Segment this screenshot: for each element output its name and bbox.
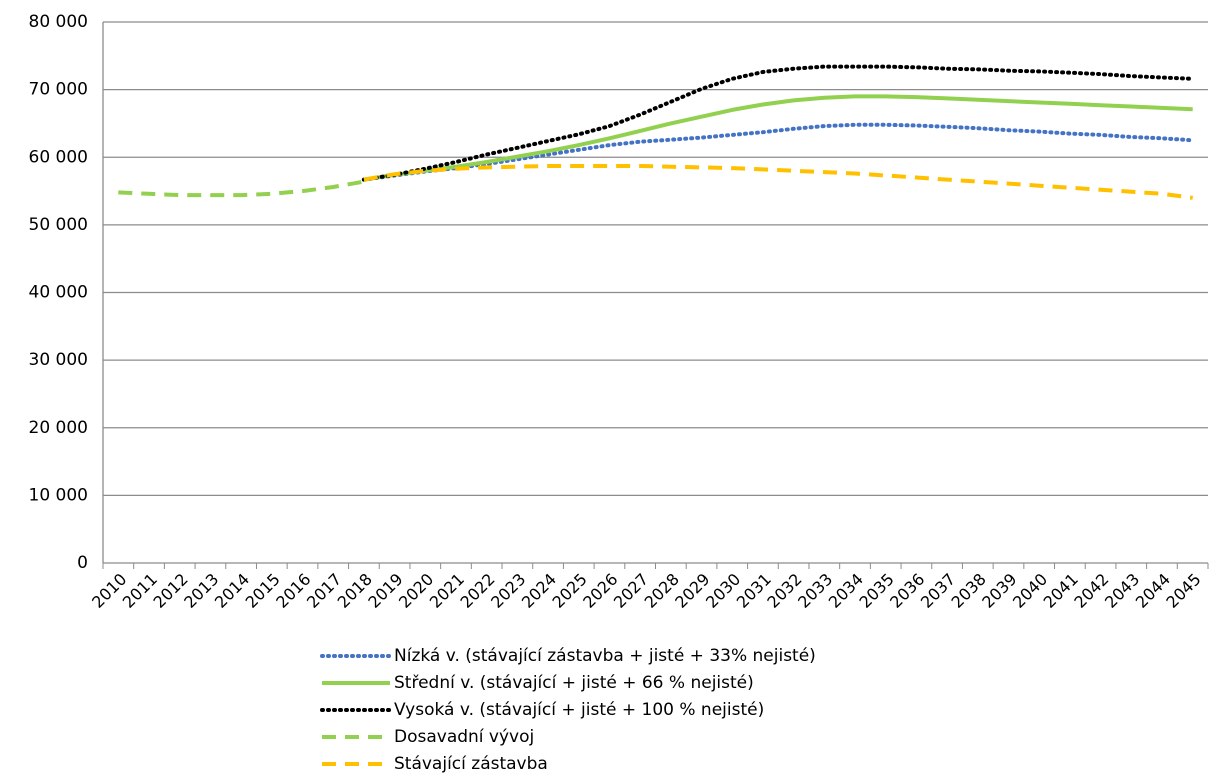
- x-tick-label: 2033: [794, 570, 836, 612]
- x-tick-label: 2037: [917, 570, 959, 612]
- x-tick-label: 2013: [180, 570, 222, 612]
- x-tick-label: 2017: [303, 570, 345, 612]
- x-tick-label: 2045: [1162, 570, 1204, 612]
- x-tick-label: 2019: [364, 570, 406, 612]
- x-tick-label: 2014: [211, 570, 253, 612]
- x-tick-label: 2020: [395, 570, 437, 612]
- x-tick-label: 2022: [456, 570, 498, 612]
- y-tick-label: 40 000: [29, 283, 88, 303]
- series-line: [361, 64, 1195, 182]
- x-tick-label: 2025: [549, 570, 591, 612]
- x-tick-label: 2016: [272, 570, 314, 612]
- x-tick-label: 2028: [641, 570, 683, 612]
- y-tick-label: 60 000: [29, 147, 88, 167]
- x-tick-label: 2044: [1132, 570, 1174, 612]
- x-tick-label: 2029: [671, 570, 713, 612]
- series-line: [363, 94, 1193, 182]
- x-tick-label: 2015: [242, 570, 284, 612]
- x-tick-label: 2012: [150, 570, 192, 612]
- x-tick-label: 2031: [733, 570, 775, 612]
- y-tick-label: 20 000: [29, 418, 88, 438]
- x-tick-label: 2034: [825, 570, 867, 612]
- y-tick-label: 0: [77, 553, 88, 573]
- legend-label: Stávající zástavba: [394, 754, 548, 774]
- x-tick-label: 2024: [518, 570, 560, 612]
- x-tick-label: 2010: [88, 570, 130, 612]
- y-tick-label: 50 000: [29, 215, 88, 235]
- series-line: [363, 164, 1193, 200]
- x-tick-label: 2026: [579, 570, 621, 612]
- x-tick-label: 2038: [948, 570, 990, 612]
- x-tick-label: 2021: [426, 570, 468, 612]
- x-tick-label: 2036: [886, 570, 928, 612]
- legend-label: Dosavadní vývoj: [394, 727, 534, 747]
- x-tick-label: 2023: [487, 570, 529, 612]
- legend-label: Vysoká v. (stávající + jisté + 100 % nej…: [394, 700, 764, 720]
- y-tick-label: 30 000: [29, 350, 88, 370]
- x-tick-label: 2032: [763, 570, 805, 612]
- y-tick-label: 80 000: [29, 12, 88, 32]
- legend-label: Nízká v. (stávající zástavba + jisté + 3…: [394, 646, 816, 666]
- x-tick-label: 2030: [702, 570, 744, 612]
- series-line: [118, 179, 365, 198]
- y-tick-label: 10 000: [29, 485, 88, 505]
- x-tick-label: 2027: [610, 570, 652, 612]
- x-tick-label: 2018: [334, 570, 376, 612]
- x-tick-label: 2041: [1040, 570, 1082, 612]
- legend-label: Střední v. (stávající + jisté + 66 % nej…: [394, 673, 754, 693]
- x-tick-label: 2043: [1101, 570, 1143, 612]
- x-tick-label: 2035: [855, 570, 897, 612]
- x-tick-label: 2040: [1009, 570, 1051, 612]
- x-tick-label: 2011: [119, 570, 161, 612]
- y-tick-label: 70 000: [29, 80, 88, 100]
- x-tick-label: 2039: [978, 570, 1020, 612]
- series-line: [361, 122, 1195, 182]
- x-tick-label: 2042: [1070, 570, 1112, 612]
